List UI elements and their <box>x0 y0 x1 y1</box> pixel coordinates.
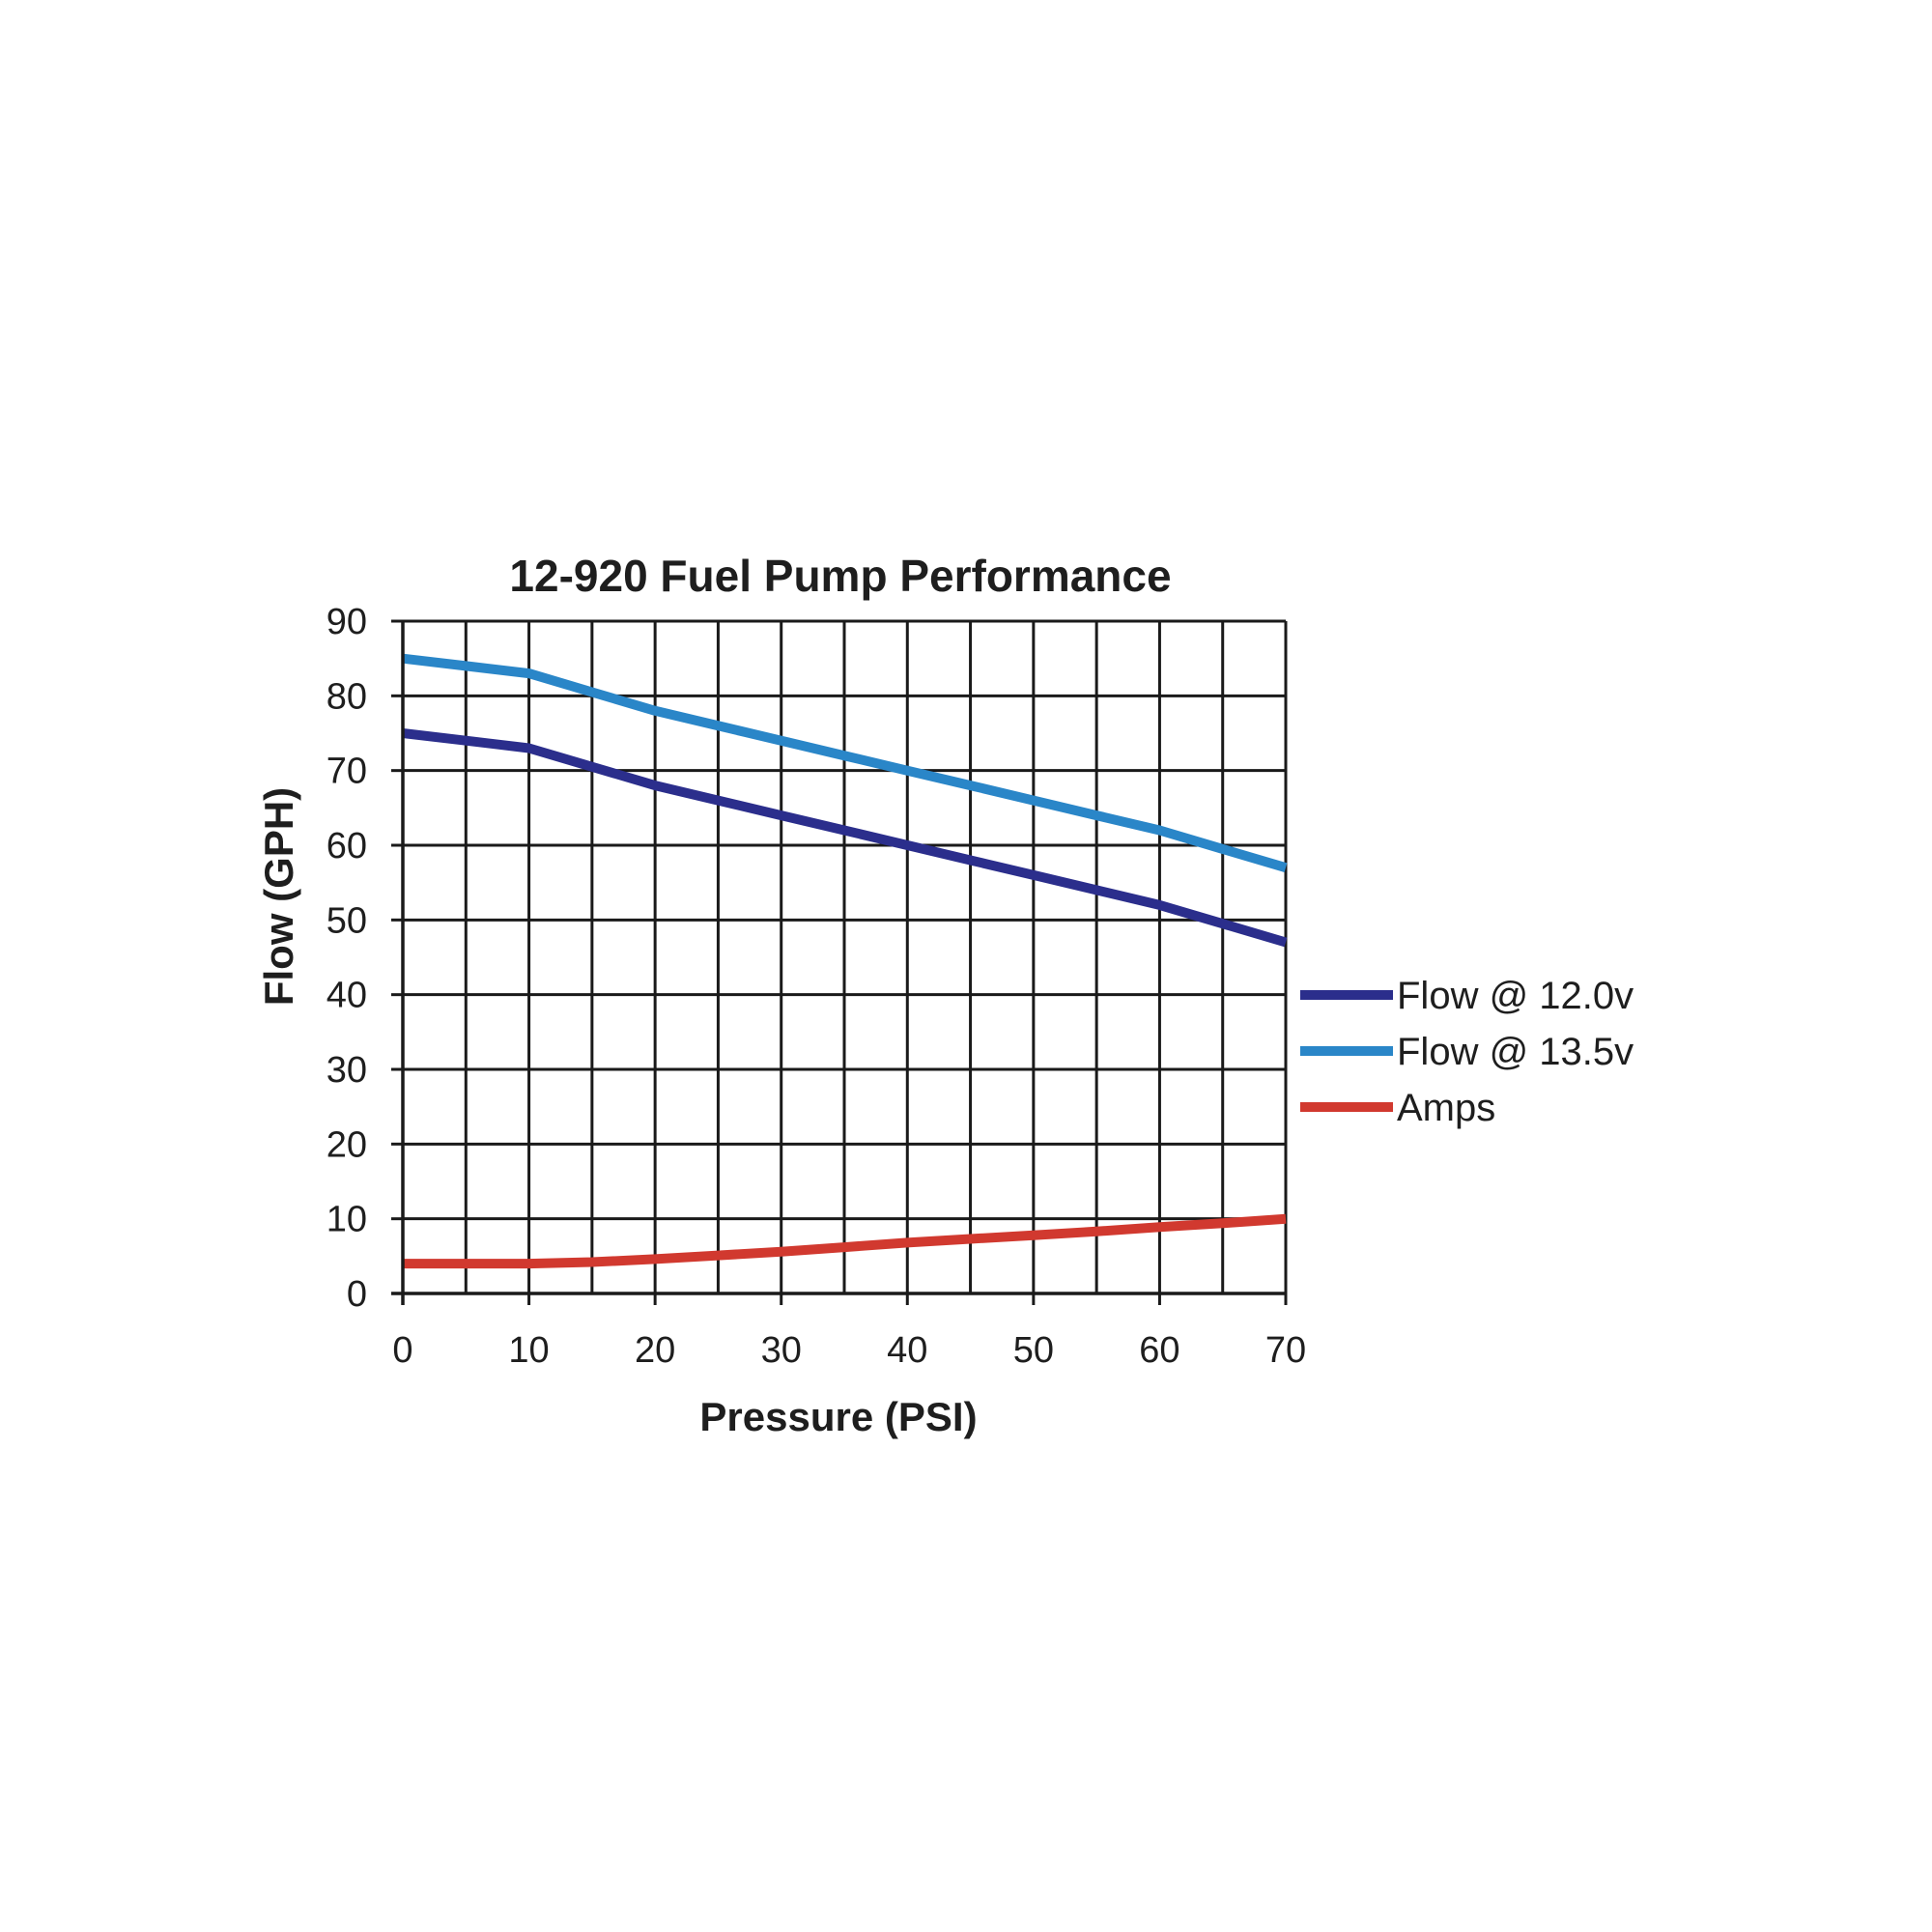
series-line-1 <box>402 728 1288 948</box>
x-tick-label-60: 60 <box>1139 1330 1179 1371</box>
plot-grid <box>401 619 1288 1295</box>
x-tick-label-50: 50 <box>1013 1330 1054 1371</box>
plot-axes <box>391 619 1288 1305</box>
y-tick-label-40: 40 <box>327 976 367 1016</box>
y-tick-label-80: 80 <box>327 676 367 717</box>
series-line-2 <box>402 653 1288 872</box>
y-tick-label-30: 30 <box>327 1050 367 1091</box>
x-tick-label-20: 20 <box>635 1330 675 1371</box>
x-axis-title: Pressure (PSI) <box>699 1394 977 1439</box>
x-tick-labels: 0 10 20 30 40 50 60 70 <box>392 1330 1306 1371</box>
y-tick-label-70: 70 <box>327 752 367 792</box>
legend-label-1: Flow @ 12.0v <box>1397 975 1634 1017</box>
x-tick-label-70: 70 <box>1265 1330 1306 1371</box>
y-tick-label-10: 10 <box>327 1200 367 1240</box>
chart-title: 12-920 Fuel Pump Performance <box>509 551 1171 601</box>
y-tick-label-0: 0 <box>347 1274 367 1315</box>
y-axis-title: Flow (GPH) <box>256 787 301 1006</box>
y-tick-label-60: 60 <box>327 826 367 867</box>
legend-label-3: Amps <box>1397 1087 1495 1129</box>
y-tick-label-90: 90 <box>327 602 367 642</box>
x-tick-label-40: 40 <box>887 1330 927 1371</box>
x-tick-label-10: 10 <box>508 1330 549 1371</box>
chart-legend: Flow @ 12.0v Flow @ 13.5v Amps <box>1300 975 1634 1129</box>
y-tick-label-20: 20 <box>327 1124 367 1165</box>
plot-series <box>402 653 1288 1269</box>
y-tick-label-50: 50 <box>327 900 367 941</box>
y-tick-labels: 0 10 20 30 40 50 60 70 80 90 <box>327 602 367 1315</box>
series-line-3 <box>403 1213 1287 1269</box>
x-tick-label-0: 0 <box>392 1330 412 1371</box>
legend-label-2: Flow @ 13.5v <box>1397 1031 1634 1073</box>
x-tick-label-30: 30 <box>761 1330 802 1371</box>
